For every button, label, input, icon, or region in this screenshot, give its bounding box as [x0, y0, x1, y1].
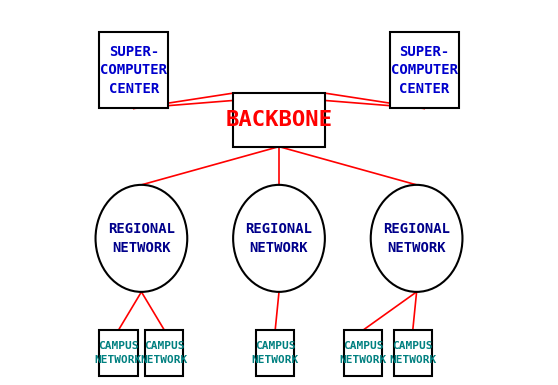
FancyBboxPatch shape — [145, 330, 184, 376]
Text: REGIONAL
NETWORK: REGIONAL NETWORK — [246, 222, 312, 254]
Text: SUPER-
COMPUTER
CENTER: SUPER- COMPUTER CENTER — [100, 45, 167, 95]
Text: CAMPUS
NETWORK: CAMPUS NETWORK — [389, 341, 436, 365]
Text: CAMPUS
NETWORK: CAMPUS NETWORK — [95, 341, 142, 365]
FancyBboxPatch shape — [233, 93, 325, 147]
FancyBboxPatch shape — [99, 32, 168, 109]
Text: CAMPUS
NETWORK: CAMPUS NETWORK — [141, 341, 188, 365]
Ellipse shape — [371, 185, 463, 292]
FancyBboxPatch shape — [344, 330, 382, 376]
Text: CAMPUS
NETWORK: CAMPUS NETWORK — [339, 341, 387, 365]
FancyBboxPatch shape — [99, 330, 138, 376]
Text: SUPER-
COMPUTER
CENTER: SUPER- COMPUTER CENTER — [391, 45, 458, 95]
Text: BACKBONE: BACKBONE — [225, 110, 333, 130]
FancyBboxPatch shape — [393, 330, 432, 376]
Text: REGIONAL
NETWORK: REGIONAL NETWORK — [383, 222, 450, 254]
Text: CAMPUS
NETWORK: CAMPUS NETWORK — [252, 341, 299, 365]
FancyBboxPatch shape — [390, 32, 459, 109]
Ellipse shape — [95, 185, 187, 292]
FancyBboxPatch shape — [256, 330, 294, 376]
Text: REGIONAL
NETWORK: REGIONAL NETWORK — [108, 222, 175, 254]
Ellipse shape — [233, 185, 325, 292]
